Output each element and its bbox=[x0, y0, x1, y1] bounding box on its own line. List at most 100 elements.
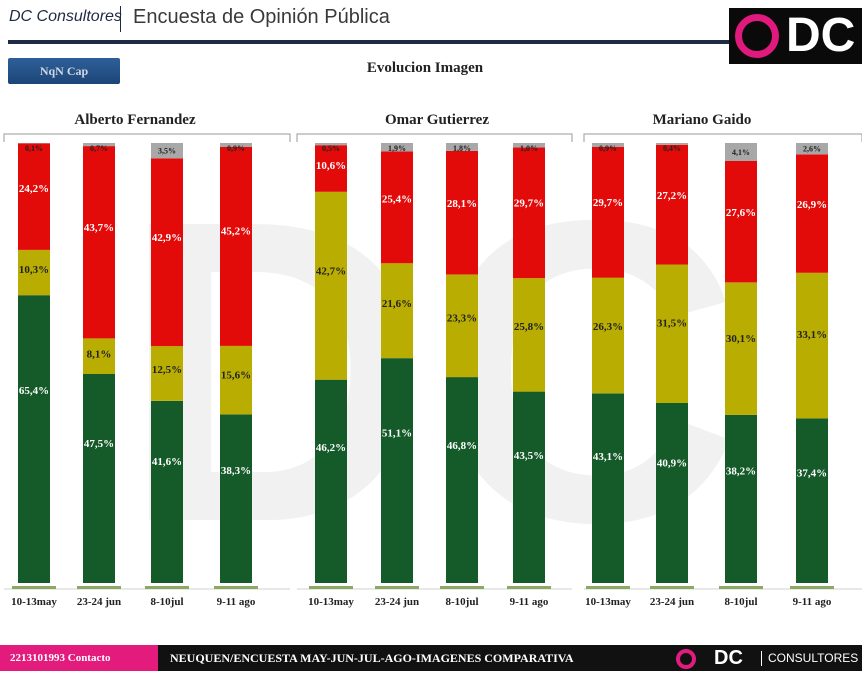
bar-segment-nsnc bbox=[151, 143, 183, 159]
footer-logo-divider bbox=[761, 651, 762, 666]
data-label: 0,4% bbox=[663, 144, 681, 153]
bar-segment-positive bbox=[592, 393, 624, 583]
data-label: 21,6% bbox=[382, 298, 412, 310]
footer-logo-dc: DC bbox=[714, 647, 743, 669]
bar-segment-nsnc bbox=[381, 143, 413, 152]
bar-segment-positive bbox=[796, 418, 828, 583]
data-label: 0,7% bbox=[90, 144, 108, 153]
x-tick-label: 23-24 jun bbox=[375, 596, 419, 608]
category-marker bbox=[145, 586, 189, 589]
data-label: 26,3% bbox=[593, 321, 623, 333]
x-tick-label: 8-10jul bbox=[151, 596, 184, 608]
data-label: 41,6% bbox=[152, 456, 182, 468]
bar-segment-negative bbox=[656, 144, 688, 265]
data-label: 28,1% bbox=[447, 198, 477, 210]
bar-segment-regular bbox=[513, 278, 545, 392]
x-tick-label: 8-10jul bbox=[446, 596, 479, 608]
bar-segment-negative bbox=[446, 150, 478, 275]
data-label: 23,3% bbox=[447, 313, 477, 325]
bar-segment-positive bbox=[656, 403, 688, 583]
data-label: 43,5% bbox=[514, 450, 544, 462]
data-label: 37,4% bbox=[797, 468, 827, 480]
bar-segment-regular bbox=[725, 282, 757, 415]
x-tick-label: 9-11 ago bbox=[217, 596, 256, 608]
data-label: 25,8% bbox=[514, 321, 544, 333]
data-label: 65,4% bbox=[19, 385, 49, 397]
data-label: 1,0% bbox=[520, 144, 538, 153]
data-label: 33,1% bbox=[797, 329, 827, 341]
stacked-bar-charts: DC Alberto Fernandez 65,4% 10,3% 24,2% 0,1% 10… bbox=[3, 112, 862, 612]
category-marker bbox=[507, 586, 551, 589]
data-label: 2,6% bbox=[803, 145, 821, 154]
bar-segment-negative bbox=[381, 151, 413, 264]
bar-segment-regular bbox=[592, 277, 624, 394]
bar-segment-negative bbox=[220, 147, 252, 346]
panel-title: Mariano Gaido bbox=[653, 112, 752, 128]
footer-ring-icon bbox=[676, 649, 696, 669]
bar-segment-nsnc bbox=[796, 143, 828, 155]
data-label: 25,4% bbox=[382, 193, 412, 205]
header-rule bbox=[8, 40, 730, 44]
data-label: 47,5% bbox=[84, 438, 114, 450]
data-label: 0,1% bbox=[25, 144, 43, 153]
data-label: 4,1% bbox=[732, 148, 750, 157]
data-label: 0,9% bbox=[227, 144, 245, 153]
bar-segment-nsnc bbox=[592, 143, 624, 147]
bar-segment-positive bbox=[513, 391, 545, 583]
data-label: 0,9% bbox=[599, 144, 617, 153]
bar-segment-regular bbox=[796, 272, 828, 419]
data-label: 31,5% bbox=[657, 318, 687, 330]
x-tick-label: 23-24 jun bbox=[650, 596, 694, 608]
data-label: 29,7% bbox=[514, 197, 544, 209]
panel-bracket bbox=[3, 133, 291, 142]
bar-segment-regular bbox=[446, 274, 478, 378]
bar-segment-regular bbox=[220, 345, 252, 415]
x-tick-label: 9-11 ago bbox=[510, 596, 549, 608]
bar-segment-negative bbox=[592, 147, 624, 278]
bar-segment-regular bbox=[656, 264, 688, 403]
data-label: 1,8% bbox=[453, 144, 471, 153]
bar-segment-positive bbox=[446, 377, 478, 583]
data-label: 42,7% bbox=[316, 266, 346, 278]
category-marker bbox=[650, 586, 694, 589]
footer-bar: NEUQUEN/ENCUESTA MAY-JUN-JUL-AGO-IMAGENE… bbox=[158, 645, 862, 671]
data-label: 51,1% bbox=[382, 427, 412, 439]
bar-segment-positive bbox=[315, 379, 347, 583]
watermark-logo: DC bbox=[120, 132, 741, 612]
category-marker bbox=[309, 586, 353, 589]
x-tick-label: 23-24 jun bbox=[77, 596, 121, 608]
x-tick-label: 10-13may bbox=[308, 596, 354, 608]
data-label: 26,9% bbox=[797, 199, 827, 211]
bar-segment-nsnc bbox=[315, 143, 347, 146]
category-marker bbox=[12, 586, 56, 589]
bar-segment-regular bbox=[315, 191, 347, 380]
category-marker bbox=[77, 586, 121, 589]
data-label: 40,9% bbox=[657, 457, 687, 469]
chart-subtitle: Evolucion Imagen bbox=[366, 60, 484, 76]
bar-segment-nsnc bbox=[83, 143, 115, 147]
category-marker bbox=[440, 586, 484, 589]
bar-segment-regular bbox=[381, 263, 413, 359]
panel-title: Alberto Fernandez bbox=[74, 112, 196, 128]
category-marker bbox=[214, 586, 258, 589]
bar-segment-negative bbox=[151, 158, 183, 347]
data-label: 27,2% bbox=[657, 190, 687, 202]
data-label: 15,6% bbox=[221, 370, 251, 382]
data-label: 1,9% bbox=[388, 144, 406, 153]
data-label: 38,2% bbox=[726, 465, 756, 477]
category-marker bbox=[375, 586, 419, 589]
bar-segment-regular bbox=[18, 249, 50, 296]
data-label: 45,2% bbox=[221, 226, 251, 238]
data-label: 43,7% bbox=[84, 222, 114, 234]
bar-segment-negative bbox=[315, 145, 347, 192]
data-label: 29,7% bbox=[593, 197, 623, 209]
logo-text: DC bbox=[786, 9, 856, 62]
logo-ring-icon bbox=[735, 14, 779, 58]
bar-segment-regular bbox=[83, 338, 115, 374]
panel-bracket bbox=[296, 133, 573, 142]
data-label: 43,1% bbox=[593, 451, 623, 463]
region-tag: NqN Cap bbox=[8, 58, 120, 84]
footer-contact[interactable]: 2213101993 Contacto bbox=[0, 645, 158, 671]
bar-segment-nsnc bbox=[656, 143, 688, 145]
bar-segment-negative bbox=[83, 146, 115, 339]
